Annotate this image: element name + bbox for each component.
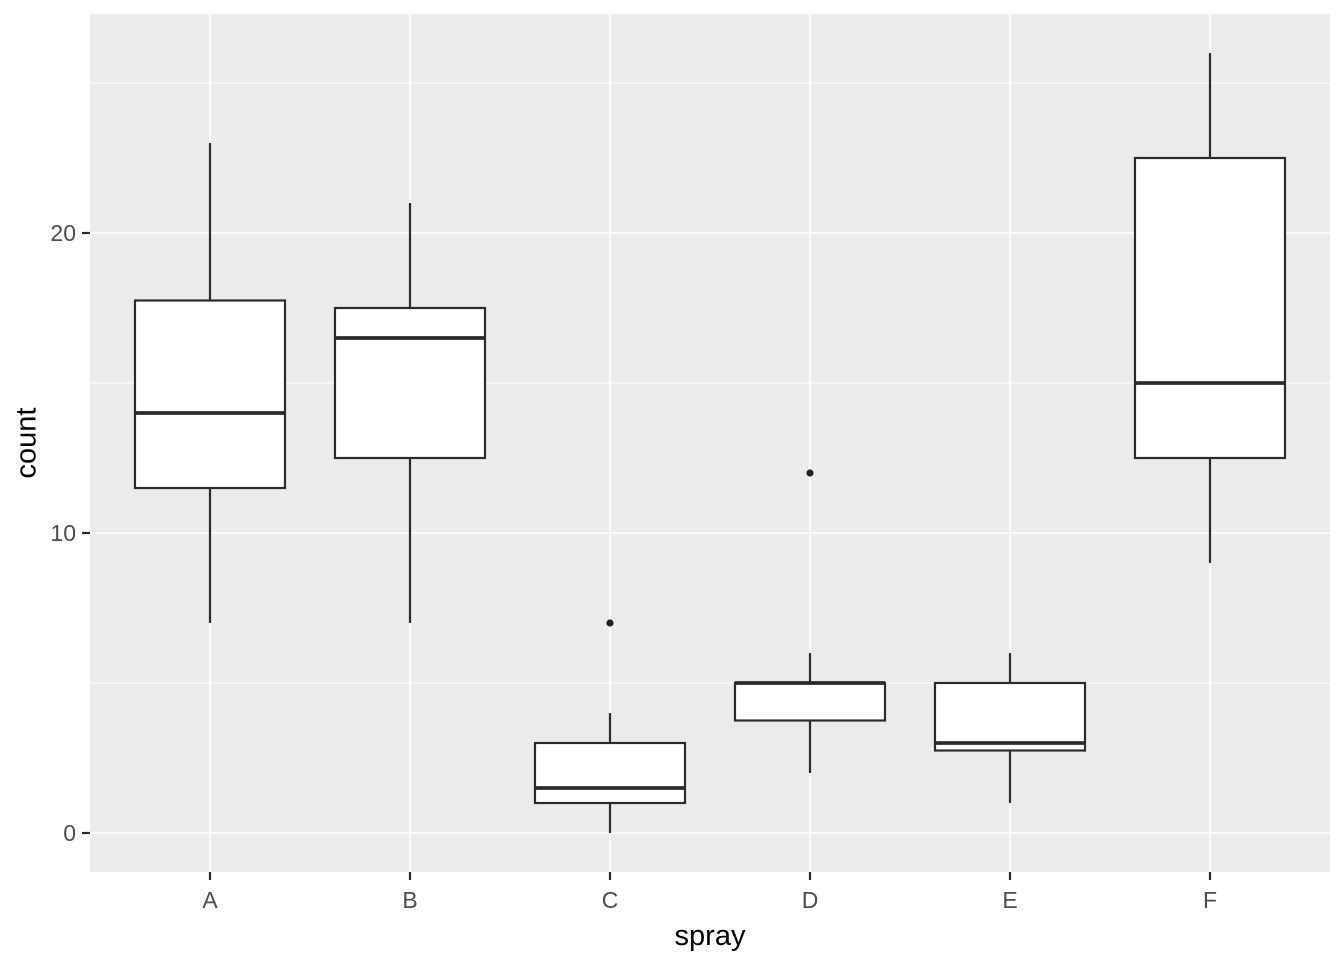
y-axis-title: count bbox=[10, 407, 43, 479]
box-b bbox=[333, 306, 487, 460]
box-f bbox=[1133, 156, 1287, 460]
x-axis-title: spray bbox=[674, 920, 746, 952]
box-a bbox=[133, 299, 287, 490]
box-c bbox=[533, 741, 687, 805]
outlier-point bbox=[606, 619, 614, 627]
y-tick-label: 0 bbox=[63, 820, 76, 846]
box-d bbox=[733, 681, 887, 722]
y-tick-label: 10 bbox=[50, 520, 76, 546]
x-tick-label: D bbox=[802, 887, 819, 913]
box-e bbox=[933, 681, 1087, 752]
x-tick-label: F bbox=[1203, 887, 1217, 913]
x-tick-label: B bbox=[402, 887, 417, 913]
x-tick-label: E bbox=[1002, 887, 1017, 913]
x-tick-label: C bbox=[602, 887, 619, 913]
panel-background bbox=[90, 14, 1330, 872]
x-tick-label: A bbox=[202, 887, 218, 913]
outlier-point bbox=[806, 469, 814, 477]
y-tick-label: 20 bbox=[50, 220, 76, 246]
